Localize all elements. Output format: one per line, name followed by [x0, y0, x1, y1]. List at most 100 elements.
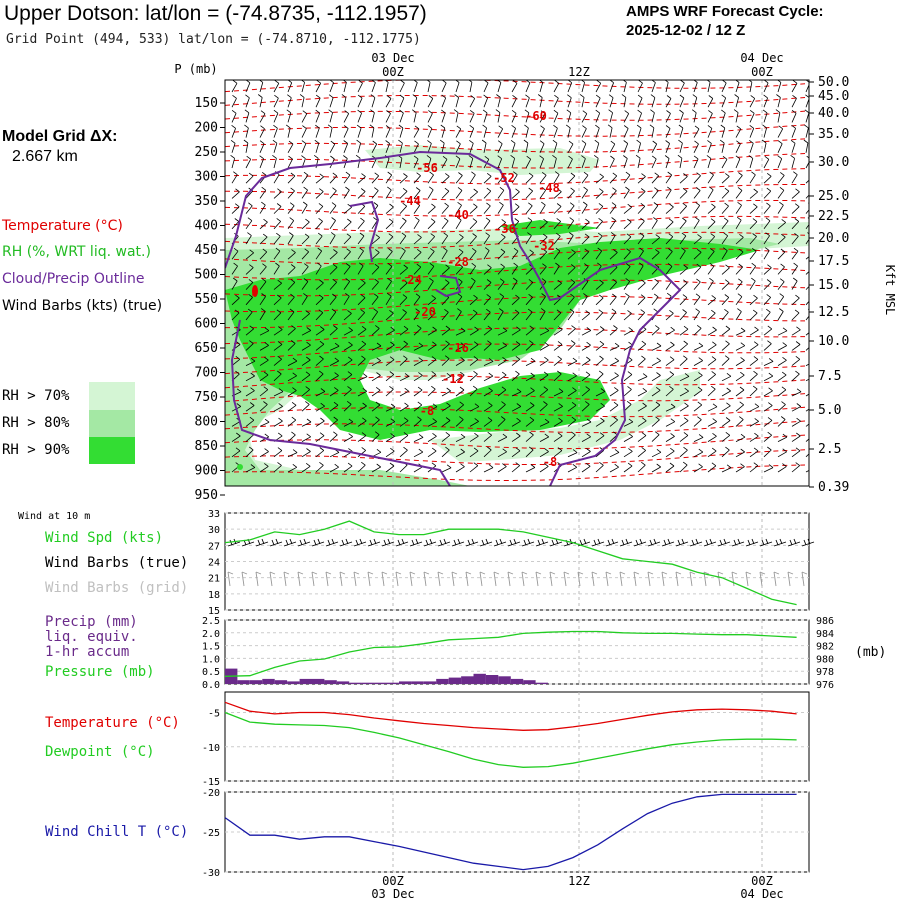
wind-barb	[567, 202, 575, 214]
wind-barb	[735, 327, 746, 336]
wind-barb	[721, 94, 727, 108]
wind-barb	[749, 188, 758, 199]
wind-barb	[581, 218, 590, 230]
height-tick-labels: 50.045.0 40.0 35.0 30.0 25.0 22.5 20.0 17.5 15.0…	[809, 75, 849, 495]
wind-barb	[329, 263, 338, 275]
wind-barb	[329, 401, 339, 412]
y-tick-label: 2.0	[202, 629, 220, 640]
wind-barb-true	[619, 538, 633, 547]
wind-barb	[539, 140, 545, 153]
wind-barb	[637, 94, 643, 108]
wind-barb	[371, 357, 381, 366]
wind-barb	[595, 309, 604, 321]
rh90-area-small	[500, 220, 600, 236]
wind-barb	[497, 186, 505, 199]
wind-barb	[581, 448, 591, 458]
wind-barb	[385, 326, 395, 336]
wind-barb	[609, 202, 617, 214]
wind-barb	[385, 203, 394, 214]
wind-barb	[259, 342, 269, 351]
wind-barb	[413, 155, 419, 169]
wind-barb	[371, 249, 380, 260]
wind-barb-grid	[773, 571, 780, 587]
wind-barb-true	[283, 538, 297, 547]
wind-barb	[595, 94, 601, 108]
wind-barb	[399, 294, 408, 306]
wind-barb	[637, 279, 646, 290]
wind-barb	[329, 202, 337, 214]
forecast-cycle-label: AMPS WRF Forecast Cycle:	[626, 3, 824, 20]
wind-barb	[693, 187, 701, 199]
wind-barb	[511, 94, 517, 108]
wind-barb	[497, 308, 504, 321]
temperature-contour	[225, 153, 806, 169]
wind-barb	[259, 448, 269, 458]
wind-barb	[497, 125, 504, 138]
wind-barb	[763, 94, 768, 108]
wind-barb	[567, 217, 575, 230]
windchill-y-ticks: -20 -25 -30	[202, 788, 220, 879]
wind-barb	[343, 292, 350, 306]
wind-barb-grid	[423, 571, 430, 587]
wind-barb	[399, 340, 408, 351]
wind-barb	[497, 371, 507, 382]
wind-barb-grid	[479, 571, 486, 587]
wind-barb	[245, 464, 256, 473]
temperature-contour	[225, 420, 806, 434]
wind-barb	[567, 278, 576, 290]
wind-barb	[315, 279, 324, 290]
wind-barb-grid	[577, 571, 584, 587]
wind-barb	[483, 417, 493, 427]
wind-barb	[763, 247, 770, 260]
wind-barb	[469, 95, 476, 108]
wind-barb	[399, 94, 405, 108]
wind-barb	[483, 372, 494, 382]
wind-barb	[441, 417, 451, 427]
wind-barb	[285, 124, 291, 138]
wind-barb	[595, 461, 604, 473]
wind-barb	[399, 247, 406, 260]
wind-barb	[482, 109, 488, 123]
pressure-tick-label: 982	[816, 642, 834, 653]
wind-barb	[595, 402, 605, 412]
wind-barb-true	[507, 538, 521, 547]
wind-barb	[427, 385, 436, 397]
wind-barb	[735, 80, 740, 93]
wind-barb	[511, 171, 518, 184]
wind-barb	[707, 403, 718, 412]
wind-barb	[453, 109, 459, 123]
wind-barb	[469, 294, 478, 306]
temperature-contour-label: -60	[525, 109, 547, 123]
precip-bar	[274, 680, 288, 684]
wind-barb	[468, 80, 473, 93]
pressure-tick-label: 500	[195, 268, 218, 283]
wind-barb	[413, 125, 420, 138]
precip-label: Precip (mm)	[45, 614, 138, 630]
wind-barb	[301, 248, 309, 260]
wind-barb	[762, 124, 767, 138]
wind-barb	[413, 324, 422, 336]
wind-barb	[413, 172, 421, 184]
wind-barb	[384, 80, 389, 93]
wind-barb	[259, 433, 270, 442]
wind-barb	[677, 154, 683, 169]
wind-barb	[245, 293, 253, 306]
wind-barb	[791, 262, 798, 275]
wind-barb	[497, 416, 506, 427]
wind-barb	[805, 393, 809, 397]
wind-barb	[707, 462, 717, 473]
wind-barb	[707, 341, 717, 351]
wind-barb	[301, 401, 310, 412]
temperature-contour	[225, 391, 806, 402]
upper-wind-barbs	[230, 80, 809, 473]
wind-barb	[455, 248, 464, 260]
wind-barb	[369, 124, 375, 138]
wind-barb	[679, 232, 687, 245]
wind-barb	[413, 140, 419, 153]
wind-barb	[805, 378, 809, 382]
wind-barb	[481, 139, 487, 153]
wind-barb	[329, 140, 336, 153]
wind-barb	[735, 448, 745, 458]
wind-barb	[553, 309, 562, 321]
rh70-label: RH > 70%	[2, 388, 70, 404]
